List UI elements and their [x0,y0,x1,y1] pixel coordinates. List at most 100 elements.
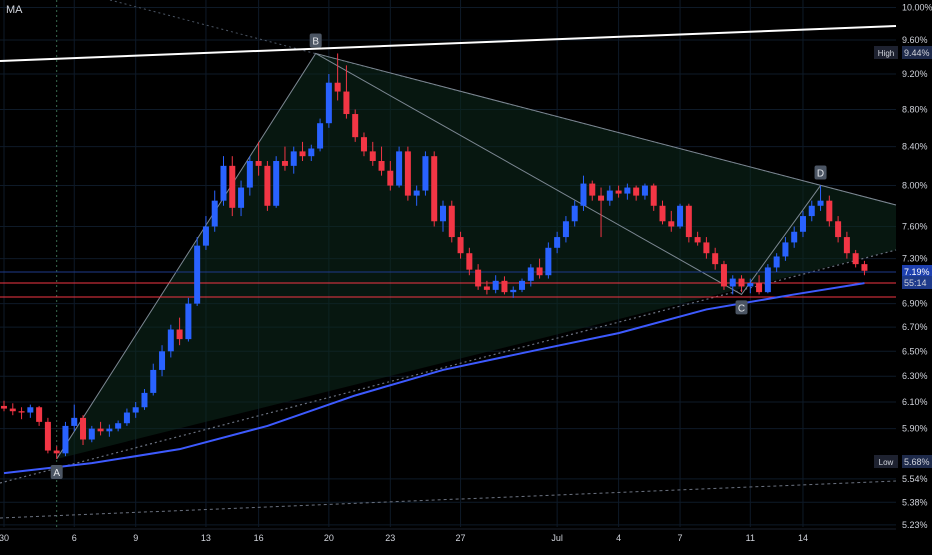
candle-body[interactable] [606,190,613,201]
candle-body[interactable] [668,221,675,227]
candle-body[interactable] [202,226,209,246]
candle-body[interactable] [791,231,798,243]
candle-body[interactable] [738,278,745,287]
candle-body[interactable] [694,237,701,243]
candle-body[interactable] [756,283,763,293]
candle-body[interactable] [501,280,508,293]
candle-body[interactable] [229,165,236,208]
candle-body[interactable] [624,187,631,194]
candle-body[interactable] [220,165,227,201]
candle-body[interactable] [343,91,350,115]
candle-body[interactable] [773,256,780,268]
candle-body[interactable] [457,237,464,254]
candle-body[interactable] [703,242,710,254]
candle-body[interactable] [194,245,201,304]
candle-body[interactable] [861,264,868,271]
candle-body[interactable] [255,160,262,166]
candle-body[interactable] [53,450,60,454]
candle-body[interactable] [396,151,403,186]
candle-body[interactable] [352,114,359,138]
candle-body[interactable] [185,303,192,340]
candle-body[interactable] [1,405,7,409]
candle-body[interactable] [71,417,78,426]
candle-body[interactable] [650,185,657,206]
candle-body[interactable] [580,183,587,206]
candle-body[interactable] [466,253,473,270]
candle-body[interactable] [325,82,332,124]
candle-body[interactable] [440,205,446,222]
candle-body[interactable] [80,417,87,440]
candle-body[interactable] [685,205,692,238]
candle-body[interactable] [527,267,534,281]
candle-body[interactable] [677,205,684,227]
candle-body[interactable] [308,148,315,157]
candle-body[interactable] [510,289,517,293]
candle-body[interactable] [317,123,324,149]
candle-body[interactable] [159,351,166,370]
candle-body[interactable] [167,329,174,352]
candle-body[interactable] [729,278,736,287]
candle-body[interactable] [246,160,253,188]
candle-body[interactable] [334,82,341,92]
candle-body[interactable] [387,170,394,186]
candle-body[interactable] [431,156,438,222]
candle-body[interactable] [589,183,596,196]
candle-body[interactable] [27,407,34,413]
candle-body[interactable] [299,151,306,157]
candle-body[interactable] [88,428,95,440]
candle-body[interactable] [369,151,376,161]
candle-body[interactable] [536,267,543,276]
candle-body[interactable] [799,216,806,232]
candle-body[interactable] [598,195,605,201]
candle-body[interactable] [852,253,859,265]
candle-body[interactable] [764,267,771,293]
candle-body[interactable] [641,185,648,196]
candle-body[interactable] [782,242,789,257]
candle-body[interactable] [747,283,754,287]
candle-body[interactable] [519,280,526,290]
candle-body[interactable] [62,425,69,454]
candle-body[interactable] [97,428,104,432]
candle-body[interactable] [843,237,850,254]
candle-body[interactable] [571,205,578,222]
candle-body[interactable] [492,280,499,290]
candle-body[interactable] [720,264,727,287]
candle-body[interactable] [360,137,367,152]
candle-body[interactable] [106,428,113,432]
indicator-label-ma[interactable]: MA [6,4,23,16]
candle-body[interactable] [475,269,482,287]
candle-body[interactable] [273,160,280,206]
candle-body[interactable] [18,411,25,413]
candle-body[interactable] [413,190,420,196]
candle-body[interactable] [115,423,122,429]
candle-body[interactable] [808,205,815,217]
candle-body[interactable] [835,221,842,238]
candle-body[interactable] [123,412,130,424]
candle-body[interactable] [826,200,833,222]
candle-body[interactable] [404,151,411,196]
candle-body[interactable] [712,253,719,265]
candle-body[interactable] [378,160,385,171]
candle-body[interactable] [633,187,640,196]
candle-body[interactable] [281,160,288,166]
candle-body[interactable] [150,369,157,393]
candle-body[interactable] [817,200,824,206]
candle-body[interactable] [554,237,561,248]
candle-body[interactable] [483,286,490,290]
candle-body[interactable] [545,247,552,276]
candle-body[interactable] [422,156,429,191]
candle-body[interactable] [211,200,218,227]
candle-body[interactable] [562,221,569,238]
candle-body[interactable] [290,151,297,166]
candle-body[interactable] [238,187,245,208]
candle-body[interactable] [9,408,16,412]
candle-body[interactable] [448,205,455,238]
candle-body[interactable] [264,165,271,206]
candle-body[interactable] [176,329,183,340]
candle-body[interactable] [659,205,666,222]
candle-body[interactable] [132,407,139,413]
candle-body[interactable] [36,407,43,422]
candle-body[interactable] [44,421,51,451]
